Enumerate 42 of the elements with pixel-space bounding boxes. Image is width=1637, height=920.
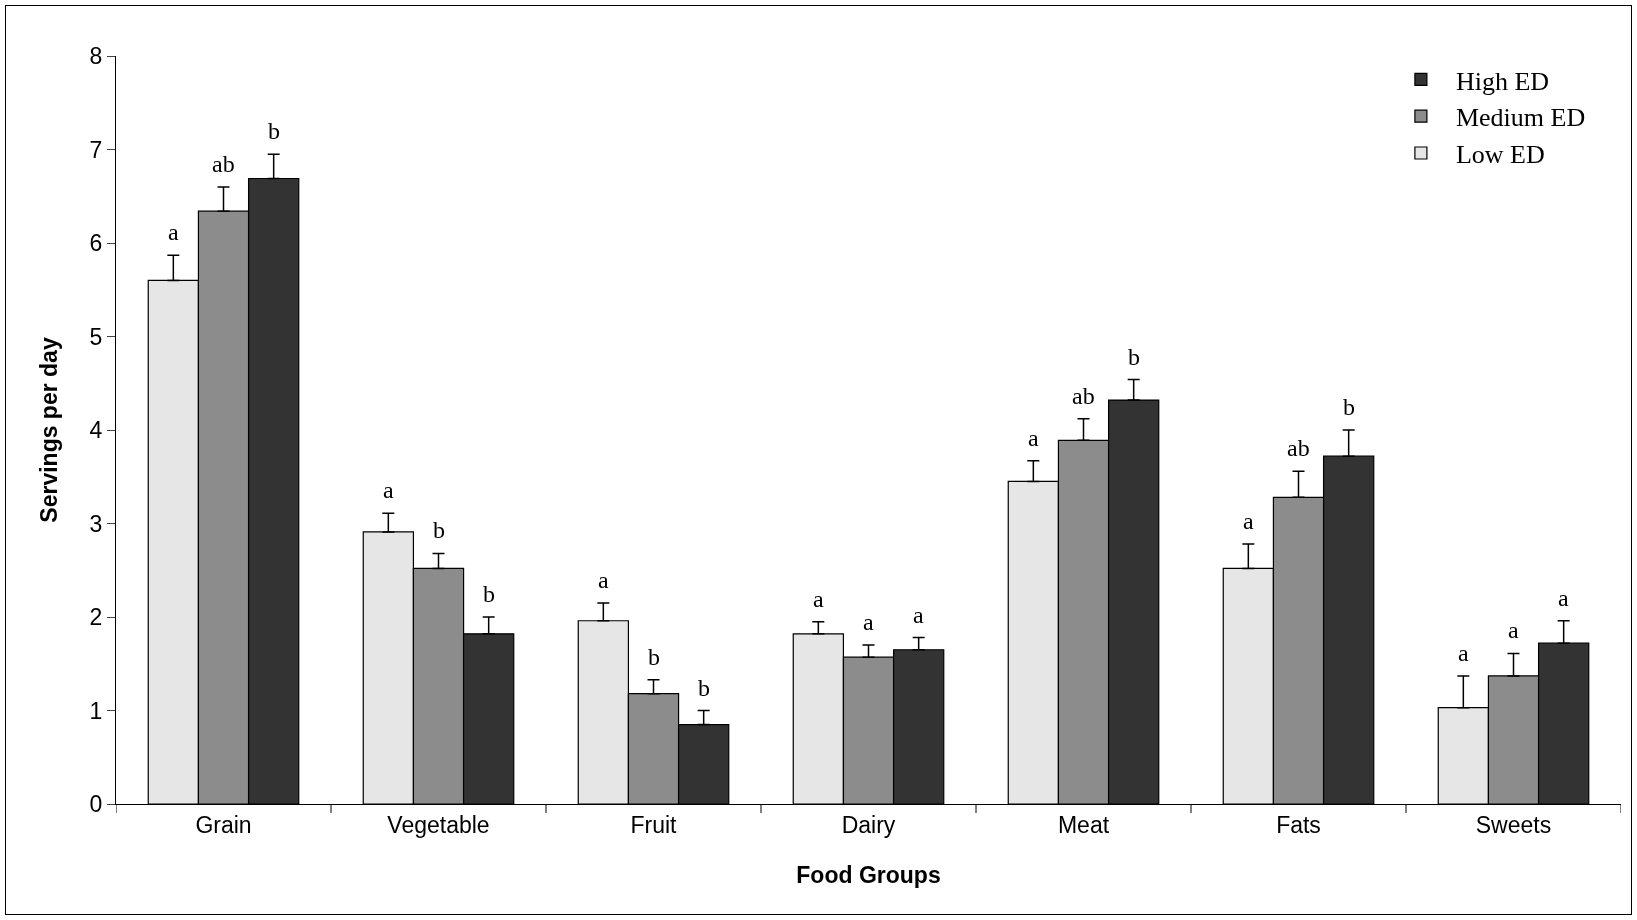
y-tick-label: 0	[89, 791, 103, 818]
data-label: a	[1508, 617, 1519, 643]
data-label: b	[1343, 394, 1355, 420]
data-label: b	[698, 675, 710, 701]
x-tick-label: Meat	[1057, 811, 1110, 838]
data-label: a	[383, 477, 394, 503]
data-label: a	[1558, 585, 1569, 611]
y-tick-label: 5	[89, 323, 103, 350]
y-tick-label: 6	[89, 230, 103, 257]
data-label: a	[1458, 640, 1469, 666]
x-tick-label: Fruit	[630, 811, 678, 838]
x-tick-label: Grain	[195, 811, 252, 838]
y-tick-label: 4	[89, 417, 103, 444]
y-tick-label: 7	[89, 136, 103, 163]
data-label: a	[168, 219, 179, 245]
data-label: b	[268, 118, 280, 144]
x-tick-label: Sweets	[1475, 811, 1552, 838]
y-axis-title: Servings per day	[36, 337, 63, 523]
y-tick-label: 8	[89, 43, 103, 70]
data-label: a	[1243, 508, 1254, 534]
x-tick-label: Dairy	[841, 811, 896, 838]
data-label: ab	[1287, 435, 1310, 461]
x-tick-label: Vegetable	[387, 811, 490, 838]
y-tick-label: 2	[89, 604, 103, 631]
data-label: a	[598, 567, 609, 593]
data-label: b	[648, 644, 660, 670]
data-label: ab	[212, 151, 235, 177]
y-tick-label: 3	[89, 510, 103, 537]
legend-label: Low ED	[1455, 140, 1545, 170]
x-axis-title: Food Groups	[796, 862, 941, 889]
data-label: b	[433, 517, 445, 543]
data-label: a	[813, 586, 824, 612]
data-label: b	[483, 581, 495, 607]
data-label: a	[863, 609, 874, 635]
x-tick-label: Fats	[1276, 811, 1321, 838]
data-label: a	[913, 602, 924, 628]
legend-label: High ED	[1455, 66, 1550, 96]
legend-label: Medium ED	[1455, 103, 1586, 133]
data-label: b	[1128, 344, 1140, 370]
y-tick-label: 1	[89, 697, 103, 724]
data-label: ab	[1072, 383, 1095, 409]
data-label: a	[1028, 425, 1039, 451]
